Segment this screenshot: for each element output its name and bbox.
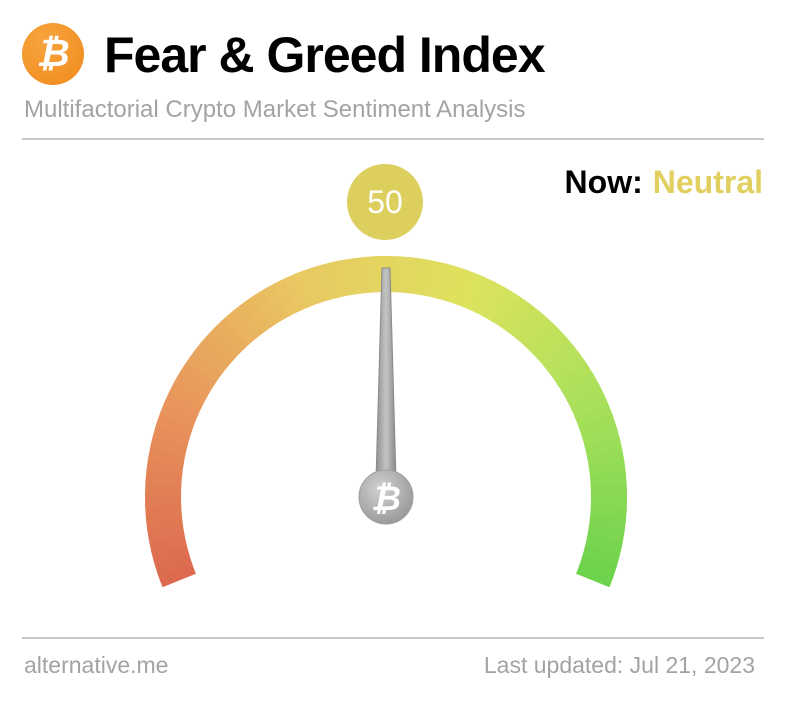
value-bubble: 50 [347, 164, 423, 240]
page-title: Fear & Greed Index [104, 27, 545, 83]
gauge-arc-segment [576, 564, 614, 588]
current-status: Now: Neutral [565, 164, 763, 201]
header-divider [22, 138, 764, 140]
gauge-hub: ₿ [358, 469, 414, 525]
now-label: Now: [564, 164, 643, 200]
gauge-needle [375, 267, 397, 481]
bitcoin-logo-icon: ₿ [22, 23, 84, 85]
gauge-arc [145, 256, 627, 588]
page-subtitle: Multifactorial Crypto Market Sentiment A… [24, 96, 526, 123]
source-link[interactable]: alternative.me [24, 652, 169, 678]
classification-label: Neutral [652, 164, 763, 200]
footer-divider [22, 637, 764, 639]
bitcoin-hub-icon: ₿ [371, 480, 401, 518]
last-updated: Last updated: Jul 21, 2023 [483, 652, 755, 678]
